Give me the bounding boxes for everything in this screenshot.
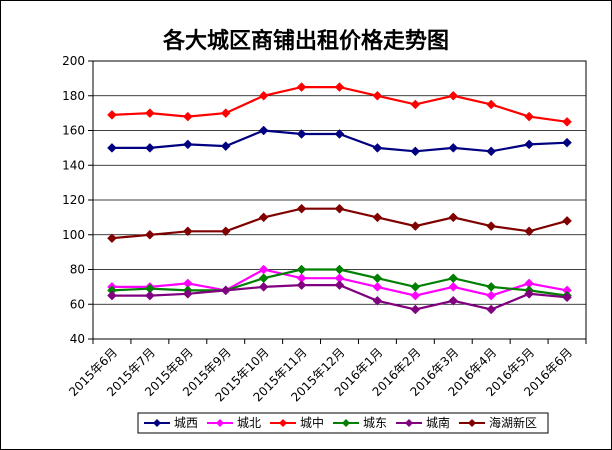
data-point bbox=[562, 292, 572, 303]
data-point bbox=[372, 212, 383, 223]
data-point bbox=[296, 129, 307, 139]
series-0 bbox=[107, 125, 572, 157]
data-point bbox=[220, 226, 231, 237]
data-point bbox=[107, 233, 117, 244]
legend-label: 城东 bbox=[363, 416, 387, 430]
y-tick-label: 160 bbox=[62, 124, 85, 138]
data-point bbox=[182, 111, 193, 122]
data-point bbox=[258, 282, 269, 292]
data-point bbox=[296, 264, 307, 275]
chart-title: 各大城区商铺出租价格走势图 bbox=[162, 28, 449, 54]
legend-label: 城南 bbox=[426, 415, 450, 430]
data-point bbox=[410, 221, 421, 231]
data-point bbox=[296, 82, 307, 92]
data-point bbox=[486, 304, 497, 315]
legend-marker bbox=[342, 419, 350, 427]
legend-marker bbox=[468, 419, 476, 427]
series-5 bbox=[107, 203, 572, 244]
data-point bbox=[410, 290, 421, 301]
data-point bbox=[448, 282, 459, 292]
data-point bbox=[372, 273, 383, 284]
data-point bbox=[524, 288, 534, 299]
data-point bbox=[220, 141, 231, 151]
data-point bbox=[448, 295, 459, 306]
y-tick-label: 100 bbox=[62, 228, 85, 242]
y-tick-label: 80 bbox=[70, 263, 85, 277]
legend-label: 城中 bbox=[300, 415, 324, 430]
series-4 bbox=[107, 280, 572, 315]
data-point bbox=[486, 282, 497, 292]
series-2 bbox=[107, 82, 572, 127]
data-point bbox=[372, 143, 383, 153]
data-point bbox=[410, 146, 421, 157]
data-point bbox=[182, 226, 193, 237]
data-point bbox=[562, 137, 572, 148]
data-point bbox=[334, 129, 345, 139]
legend-marker bbox=[405, 419, 413, 427]
legend-marker bbox=[153, 419, 161, 427]
data-point bbox=[220, 108, 231, 118]
legend-label: 城北 bbox=[237, 416, 261, 430]
data-point bbox=[448, 143, 459, 153]
data-point bbox=[486, 221, 497, 231]
y-tick-label: 120 bbox=[62, 193, 85, 207]
data-point bbox=[524, 111, 534, 122]
data-point bbox=[296, 203, 307, 214]
data-point bbox=[562, 116, 572, 127]
data-point bbox=[145, 229, 155, 240]
data-point bbox=[334, 264, 345, 275]
y-tick-label: 180 bbox=[62, 89, 85, 103]
data-point bbox=[334, 82, 345, 92]
data-point bbox=[486, 146, 497, 157]
legend: 城西 城北 城中 城东 城南 海湖新区 bbox=[137, 412, 549, 434]
y-tick-label: 40 bbox=[70, 332, 85, 346]
legend-label: 海湖新区 bbox=[489, 415, 537, 430]
data-point bbox=[145, 290, 155, 301]
data-point bbox=[258, 212, 269, 223]
data-point bbox=[296, 280, 307, 290]
data-point bbox=[107, 143, 117, 153]
data-point bbox=[145, 143, 155, 153]
data-point bbox=[258, 90, 269, 101]
legend-marker bbox=[216, 419, 224, 427]
data-point bbox=[107, 290, 117, 301]
data-point bbox=[562, 215, 572, 226]
data-point bbox=[448, 273, 459, 284]
legend-marker bbox=[279, 419, 287, 427]
data-point bbox=[448, 212, 459, 223]
data-point bbox=[220, 285, 231, 296]
y-tick-label: 60 bbox=[70, 297, 85, 311]
data-point bbox=[145, 108, 155, 118]
data-point bbox=[486, 99, 497, 110]
data-point bbox=[410, 99, 421, 110]
data-point bbox=[182, 288, 193, 299]
data-point bbox=[334, 203, 345, 214]
data-point bbox=[182, 139, 193, 150]
data-point bbox=[410, 282, 421, 292]
data-point bbox=[372, 295, 383, 306]
y-tick-label: 200 bbox=[62, 54, 85, 68]
data-point bbox=[372, 90, 383, 101]
y-tick-label: 140 bbox=[62, 158, 85, 172]
data-point bbox=[372, 282, 383, 292]
data-point bbox=[258, 125, 269, 136]
legend-label: 城西 bbox=[174, 416, 198, 430]
data-point bbox=[410, 304, 421, 315]
data-point bbox=[486, 290, 497, 301]
data-point bbox=[448, 90, 459, 101]
data-point bbox=[524, 226, 534, 237]
data-point bbox=[524, 139, 534, 150]
data-point bbox=[334, 280, 345, 290]
data-point bbox=[107, 110, 117, 120]
